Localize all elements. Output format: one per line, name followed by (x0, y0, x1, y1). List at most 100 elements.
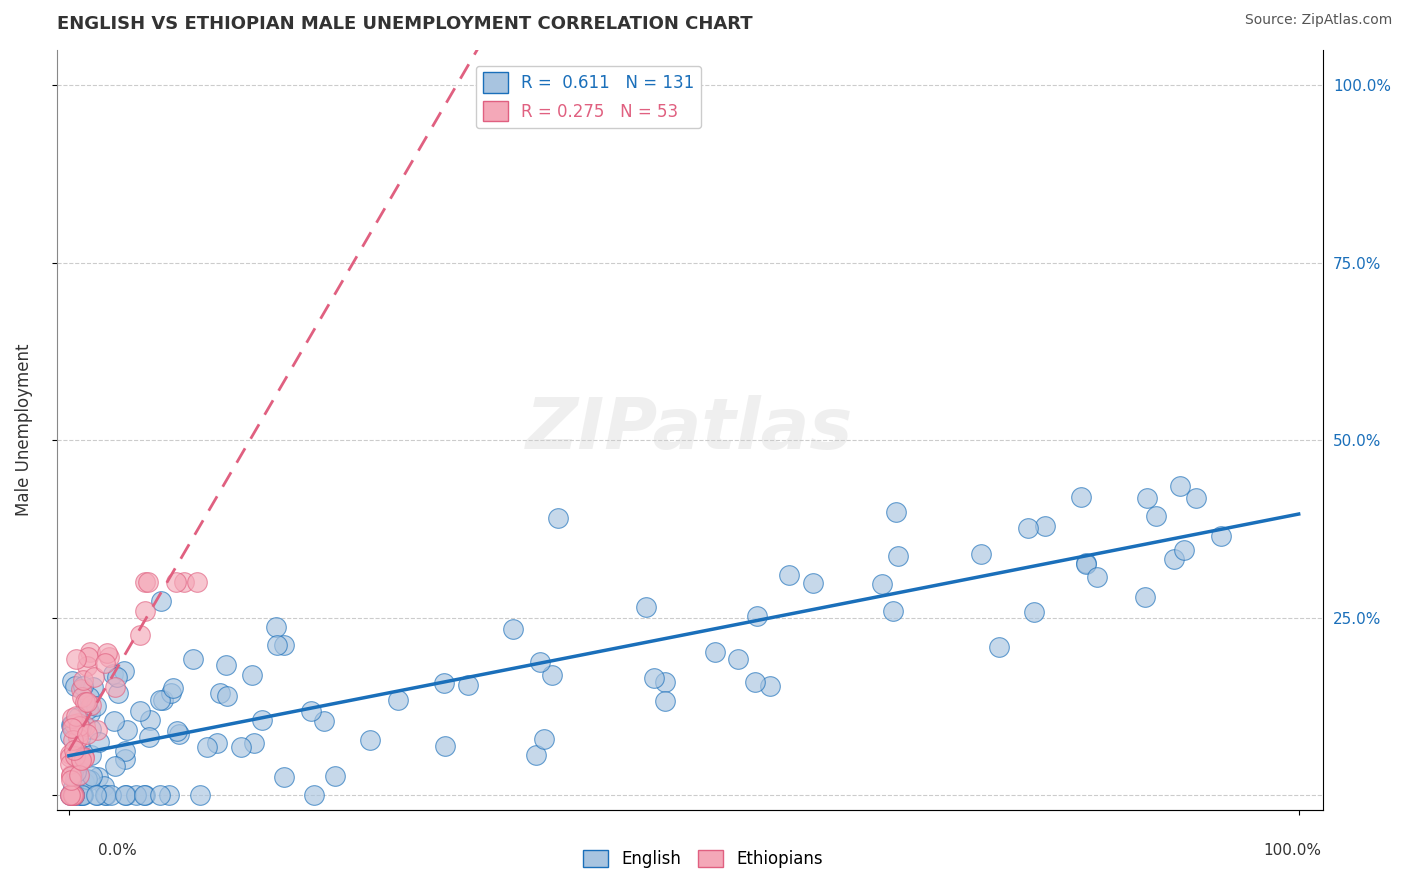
Point (70, 721, 93, 735)
Point (59, 768, 82, 782)
Point (107, 685, 129, 699)
Point (114, 788, 136, 802)
Point (886, 549, 908, 563)
Point (159, 685, 181, 699)
Point (636, 600, 658, 615)
Point (1136, 491, 1159, 506)
Point (60, 674, 83, 689)
Point (115, 788, 138, 802)
Point (65, 748, 87, 763)
Point (114, 752, 136, 766)
Point (60, 788, 83, 802)
Point (759, 679, 782, 693)
Point (79, 706, 101, 720)
Point (149, 788, 172, 802)
Point (72, 679, 94, 693)
Point (83, 670, 105, 684)
Point (62, 788, 84, 802)
Point (62, 780, 84, 794)
Point (197, 739, 219, 754)
Point (273, 638, 295, 652)
Point (1173, 542, 1195, 557)
Point (59, 756, 82, 771)
Point (80, 698, 103, 713)
Point (524, 748, 547, 763)
Point (60, 769, 83, 783)
Point (231, 740, 253, 755)
Point (1074, 558, 1097, 572)
Point (77, 650, 100, 665)
Point (60, 718, 83, 732)
Point (76, 727, 98, 741)
Point (87, 770, 110, 784)
Text: ZIPatlas: ZIPatlas (526, 395, 853, 464)
Text: 0.0%: 0.0% (98, 843, 138, 858)
Point (115, 723, 138, 738)
Point (62, 711, 84, 725)
Point (67, 719, 90, 733)
Point (80, 769, 103, 783)
Point (547, 511, 569, 525)
Point (100, 788, 122, 802)
Point (65, 772, 87, 787)
Point (62, 788, 84, 802)
Point (76, 658, 98, 673)
Point (96, 646, 118, 660)
Point (1168, 478, 1191, 492)
Point (67, 739, 90, 753)
Point (801, 575, 824, 590)
Point (529, 656, 551, 670)
Point (134, 604, 156, 618)
Point (70, 750, 93, 764)
Legend: R =  0.611   N = 131, R = 0.275   N = 53: R = 0.611 N = 131, R = 0.275 N = 53 (477, 66, 702, 128)
Point (59, 750, 82, 764)
Point (302, 788, 325, 802)
Point (1185, 491, 1208, 505)
Point (66, 731, 89, 745)
Point (314, 714, 336, 728)
Point (66, 722, 89, 736)
Point (266, 638, 288, 652)
Point (208, 686, 231, 700)
Point (103, 714, 125, 728)
Point (870, 576, 893, 591)
Point (84, 698, 107, 713)
Point (1163, 552, 1185, 566)
Point (359, 732, 381, 747)
Point (299, 704, 322, 718)
Point (165, 575, 187, 590)
Point (654, 694, 676, 708)
Point (162, 681, 184, 696)
Point (104, 759, 127, 773)
Point (77, 690, 100, 705)
Point (273, 770, 295, 784)
Point (457, 678, 479, 692)
Point (1144, 508, 1167, 523)
Point (89, 735, 111, 749)
Point (533, 732, 555, 747)
Point (62, 721, 84, 735)
Point (65, 765, 87, 780)
Point (152, 692, 174, 706)
Point (59, 788, 82, 802)
Point (59, 729, 82, 743)
Point (252, 713, 274, 727)
Point (72, 788, 94, 802)
Point (157, 788, 180, 802)
Point (63, 679, 86, 693)
Point (114, 744, 136, 758)
Point (63, 788, 86, 802)
Point (747, 609, 769, 624)
Point (1076, 556, 1098, 570)
Point (80, 722, 103, 736)
Point (166, 723, 188, 738)
Point (1209, 529, 1232, 543)
Point (86, 723, 108, 737)
Point (75, 695, 97, 709)
Point (66, 730, 89, 744)
Point (69, 753, 91, 767)
Point (215, 690, 238, 704)
Point (325, 769, 347, 783)
Point (70, 690, 93, 705)
Point (1022, 605, 1045, 619)
